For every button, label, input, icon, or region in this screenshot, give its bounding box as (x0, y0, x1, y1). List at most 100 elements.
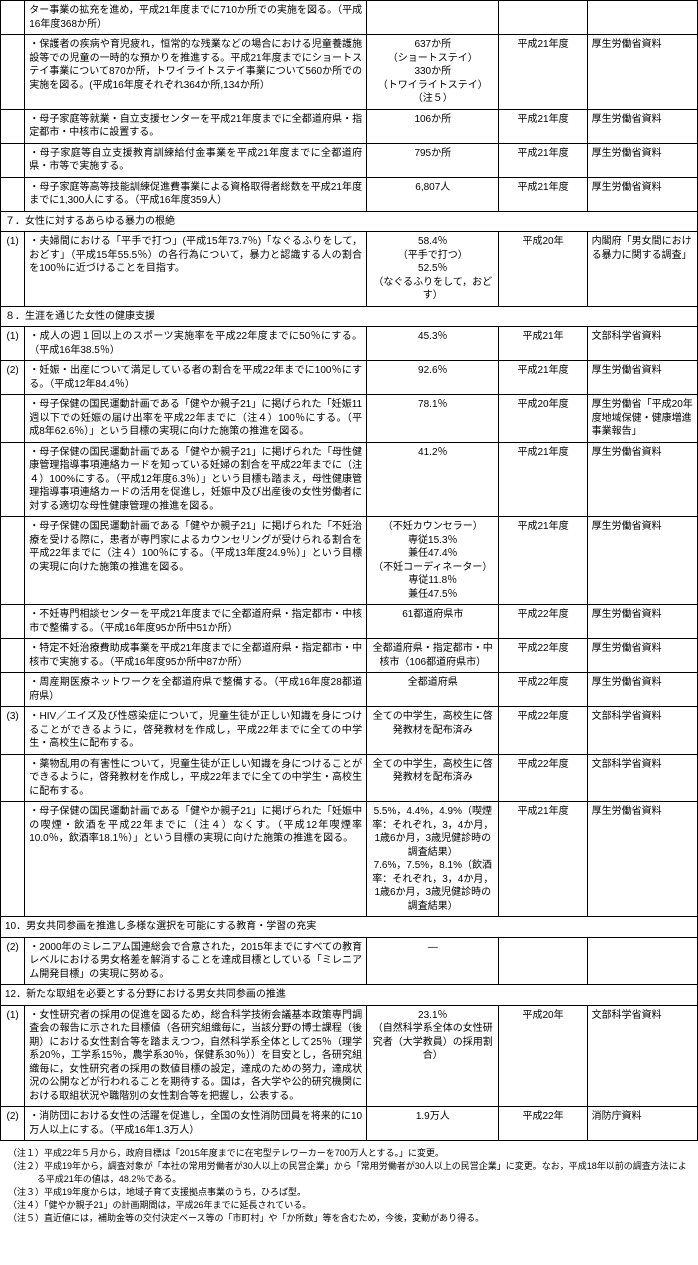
row-description: ・HIV／エイズ及び性感染症について，児童生徒が正しい知識を身につけることができ… (25, 707, 367, 755)
row-description: ター事業の拡充を進め，平成21年度までに710か所での実施を図る。（平成16年度… (25, 1, 367, 35)
row-source: 厚生労働省資料 (587, 802, 697, 917)
row-description: ・成人の週１回以上のスポーツ実施率を平成22年度までに50％にする。（平成16年… (25, 327, 367, 361)
row-value: 78.1％ (367, 395, 499, 443)
footnotes: （注１）平成22年５月から，政府目標は「2015年度までに在宅型テレワーカーを7… (0, 1141, 698, 1231)
row-value: （不妊カウンセラー）専従15.3％兼任47.4％（不妊コーディネーター）専従11… (367, 517, 499, 605)
row-number (1, 673, 25, 707)
row-source: 文部科学省資料 (587, 754, 697, 802)
row-year: 平成21年度 (499, 177, 587, 211)
row-number: (3) (1, 707, 25, 755)
row-description: ・母子保健の国民運動計画である「健やか親子21」に掲げられた「母性健康管理指導事… (25, 442, 367, 517)
row-description: ・薬物乱用の有害性について，児童生徒が正しい知識を身につけることができるように，… (25, 754, 367, 802)
row-year: 平成22年度 (499, 707, 587, 755)
row-description: ・消防団における女性の活躍を促進し，全国の女性消防団員を将来的に10万人以上にす… (25, 1107, 367, 1141)
row-number (1, 605, 25, 639)
row-source: 厚生労働省資料 (587, 143, 697, 177)
row-year (499, 937, 587, 985)
footnote-line: （注１）平成22年５月から，政府目標は「2015年度までに在宅型テレワーカーを7… (8, 1147, 690, 1160)
row-year: 平成21年度 (499, 361, 587, 395)
row-value: 61都道府県市 (367, 605, 499, 639)
row-value: 45.3％ (367, 327, 499, 361)
row-source: 文部科学省資料 (587, 327, 697, 361)
row-year (499, 1, 587, 35)
row-source: 文部科学省資料 (587, 1005, 697, 1107)
row-description: ・母子保健の国民運動計画である「健やか親子21」に掲げられた「妊娠中の喫煙・飲酒… (25, 802, 367, 917)
row-year: 平成22年 (499, 1107, 587, 1141)
row-number (1, 442, 25, 517)
row-description: ・母子保健の国民運動計画である「健やか親子21」に掲げられた「妊娠11週以下での… (25, 395, 367, 443)
row-year: 平成21年度 (499, 35, 587, 110)
row-source: 文部科学省資料 (587, 707, 697, 755)
section-header: 12．新たな取組を必要とする分野における男女共同参画の推進 (1, 985, 698, 1006)
row-description: ・特定不妊治療費助成事業を平成21年度までに全都道府県・指定都市・中核市で実施す… (25, 639, 367, 673)
row-number (1, 143, 25, 177)
row-year: 平成20年 (499, 1005, 587, 1107)
row-value: 5.5%，4.4%，4.9%（喫煙率：それぞれ，3，4か月，1歳6か月，3歳児健… (367, 802, 499, 917)
row-source: 厚生労働省資料 (587, 109, 697, 143)
row-number (1, 35, 25, 110)
row-number: (2) (1, 937, 25, 985)
row-value: 41.2％ (367, 442, 499, 517)
row-description: ・妊娠・出産について満足している者の割合を平成22年までに100％にする。（平成… (25, 361, 367, 395)
row-description: ・2000年のミレニアム国連総会で合意された，2015年までにすべての教育レベル… (25, 937, 367, 985)
row-number (1, 754, 25, 802)
row-number (1, 517, 25, 605)
row-number (1, 639, 25, 673)
row-description: ・周産期医療ネットワークを全都道府県で整備する。（平成16年度28都道府県） (25, 673, 367, 707)
row-number: (1) (1, 327, 25, 361)
section-header: ８．生涯を通じた女性の健康支援 (1, 306, 698, 327)
row-value: 23.1％（自然科学系全体の女性研究者（大学教員）の採用割合） (367, 1005, 499, 1107)
row-value: 6,807人 (367, 177, 499, 211)
row-value: 全都道府県 (367, 673, 499, 707)
row-description: ・女性研究者の採用の促進を図るため，総合科学技術会議基本政策専門調査会の報告に示… (25, 1005, 367, 1107)
footnote-line: （注４）「健やか親子21」の計画期間は，平成26年までに延長されている。 (8, 1199, 690, 1212)
row-year: 平成22年度 (499, 639, 587, 673)
row-year: 平成21年度 (499, 109, 587, 143)
row-number: (1) (1, 1005, 25, 1107)
row-source: 内閣府「男女間における暴力に関する調査」 (587, 232, 697, 307)
row-source (587, 937, 697, 985)
row-description: ・母子家庭等高等技能訓練促進費事業による資格取得者総数を平成21年度までに1,3… (25, 177, 367, 211)
row-description: ・母子家庭等就業・自立支援センターを平成21年度までに全都道府県・指定都市・中核… (25, 109, 367, 143)
row-number (1, 177, 25, 211)
row-year: 平成20年 (499, 232, 587, 307)
row-source: 厚生労働省「平成20年度地域保健・健康増進事業報告」 (587, 395, 697, 443)
row-year: 平成21年 (499, 327, 587, 361)
row-number: (1) (1, 232, 25, 307)
row-source: 厚生労働省資料 (587, 517, 697, 605)
row-source: 厚生労働省資料 (587, 361, 697, 395)
row-description: ・母子保健の国民運動計画である「健やか親子21」に掲げられた「不妊治療を受ける際… (25, 517, 367, 605)
row-number (1, 1, 25, 35)
row-source: 厚生労働省資料 (587, 35, 697, 110)
row-number (1, 109, 25, 143)
row-year: 平成21年度 (499, 442, 587, 517)
row-year: 平成22年度 (499, 605, 587, 639)
section-header: 10．男女共同参画を推進し多様な選択を可能にする教育・学習の充実 (1, 917, 698, 938)
row-year: 平成22年度 (499, 754, 587, 802)
row-value: 637か所（ショートステイ）330か所（トワイライトステイ）（注５） (367, 35, 499, 110)
row-year: 平成22年度 (499, 673, 587, 707)
row-value: 全ての中学生，高校生に啓発教材を配布済み (367, 707, 499, 755)
row-source: 厚生労働省資料 (587, 442, 697, 517)
row-year: 平成20年度 (499, 395, 587, 443)
row-value: ― (367, 937, 499, 985)
policy-table: ター事業の拡充を進め，平成21年度までに710か所での実施を図る。（平成16年度… (0, 0, 698, 1141)
row-source: 厚生労働省資料 (587, 177, 697, 211)
row-year: 平成21年度 (499, 143, 587, 177)
footnote-line: （注５）直近値には，補助金等の交付決定ベース等の「市町村」や「か所数」等を含むた… (8, 1212, 690, 1225)
row-value: 106か所 (367, 109, 499, 143)
row-number (1, 802, 25, 917)
row-value: 92.6％ (367, 361, 499, 395)
row-number: (2) (1, 1107, 25, 1141)
row-value: 795か所 (367, 143, 499, 177)
row-value (367, 1, 499, 35)
row-source: 消防庁資料 (587, 1107, 697, 1141)
row-description: ・不妊専門相談センターを平成21年度までに全都道府県・指定都市・中核市で整備する… (25, 605, 367, 639)
row-value: 1.9万人 (367, 1107, 499, 1141)
row-source (587, 1, 697, 35)
row-source: 厚生労働省資料 (587, 639, 697, 673)
row-source: 厚生労働省資料 (587, 673, 697, 707)
row-description: ・保護者の疾病や育児疲れ，恒常的な残業などの場合における児童養護施設等での児童の… (25, 35, 367, 110)
section-header: ７．女性に対するあらゆる暴力の根絶 (1, 211, 698, 232)
row-source: 厚生労働省資料 (587, 605, 697, 639)
